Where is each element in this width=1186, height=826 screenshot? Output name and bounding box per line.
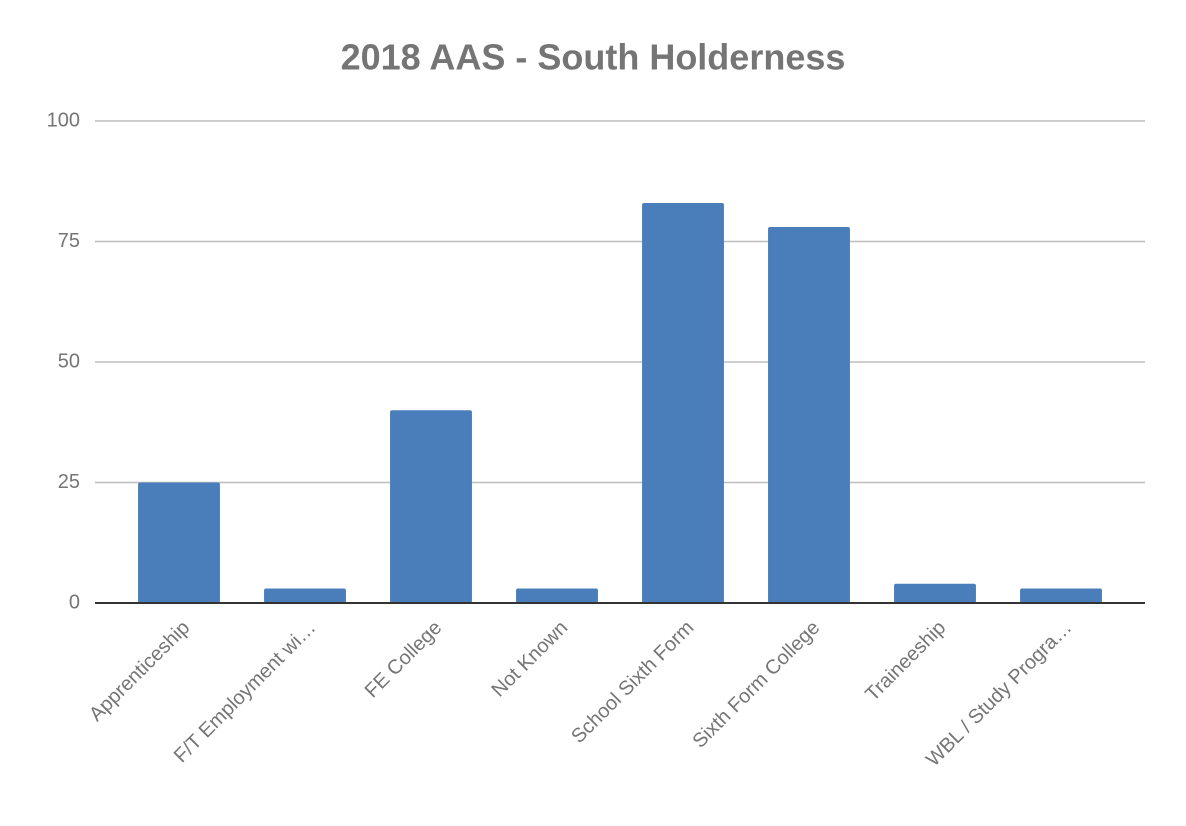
bar — [1020, 588, 1102, 603]
bar — [642, 202, 724, 603]
chart-title: 2018 AAS - South Holderness — [341, 37, 846, 78]
y-tick-label: 50 — [58, 350, 80, 372]
bar — [516, 588, 598, 603]
y-tick-label: 0 — [69, 591, 80, 613]
bar — [768, 227, 850, 604]
y-tick-label: 25 — [58, 471, 80, 493]
y-tick-label: 75 — [58, 230, 80, 252]
bar — [894, 583, 976, 603]
bar — [138, 482, 220, 603]
bar — [390, 410, 472, 603]
y-tick-label: 100 — [47, 109, 80, 131]
bar — [264, 588, 346, 603]
